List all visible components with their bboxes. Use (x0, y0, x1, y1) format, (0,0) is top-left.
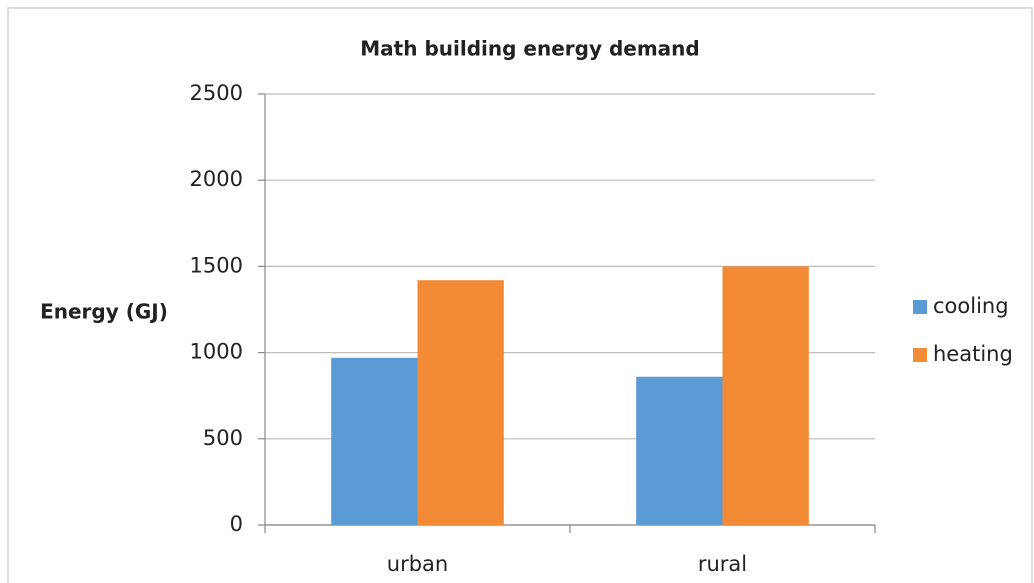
y-tick-label: 0 (230, 512, 243, 536)
legend-label: cooling (933, 294, 1009, 318)
y-tick-label: 1500 (190, 253, 243, 277)
y-axis-label: Energy (GJ) (40, 300, 168, 324)
y-tick-label: 2000 (190, 167, 243, 191)
y-tick-label: 2500 (190, 81, 243, 105)
bar (417, 280, 504, 525)
x-tick-label: urban (387, 552, 448, 576)
chart-title: Math building energy demand (360, 37, 699, 61)
bar (722, 266, 809, 525)
legend-swatch (913, 300, 927, 314)
y-tick-label: 500 (203, 426, 243, 450)
bar (331, 357, 418, 525)
legend-label: heating (933, 342, 1013, 366)
bar (636, 376, 723, 525)
y-tick-label: 1000 (190, 340, 243, 364)
x-tick-label: rural (698, 552, 747, 576)
chart-border (7, 7, 1033, 583)
legend-swatch (913, 348, 927, 362)
